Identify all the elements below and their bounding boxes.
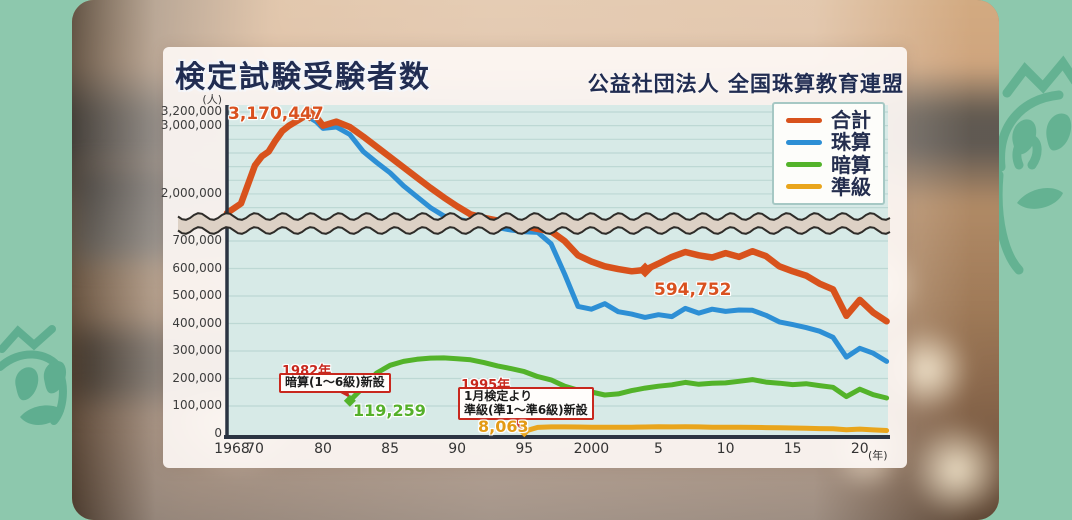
peak-value-callout: 3,170,447 xyxy=(228,104,302,124)
legend-label: 準級 xyxy=(831,177,871,197)
y-axis-tick: 200,000 xyxy=(132,371,222,385)
legend-item: 珠算 xyxy=(786,132,883,152)
junkyu-note-line2: 準級(準1〜準6級)新設 xyxy=(464,404,588,418)
junkyu-note-line1: 1月検定より xyxy=(464,390,588,404)
x-axis-tick: 2000 xyxy=(574,441,610,457)
junkyu-start-value-callout: 8,063 xyxy=(478,417,529,436)
legend-item: 合計 xyxy=(786,110,883,130)
junkyu-start-note-box: 1月検定より 準級(準1〜準6級)新設 xyxy=(458,387,594,420)
x-axis-tick: 15 xyxy=(784,441,802,457)
y-axis-tick: 2,000,000 xyxy=(132,186,222,200)
anzan-start-value-callout: 119,259 xyxy=(353,401,426,420)
legend-label: 珠算 xyxy=(831,132,871,152)
x-axis-tick: 10 xyxy=(717,441,735,457)
legend-line-swatch xyxy=(786,162,822,167)
legend-item: 準級 xyxy=(786,177,883,197)
x-axis-unit: (年) xyxy=(868,447,888,463)
y-axis-tick: 3,000,000 xyxy=(132,118,222,132)
legend-line-swatch xyxy=(786,184,822,189)
anzan-start-note-box: 暗算(1〜6級)新設 xyxy=(279,373,391,393)
y-axis-tick: 3,200,000 xyxy=(132,104,222,118)
y-axis-tick: 400,000 xyxy=(132,316,222,330)
legend-line-swatch xyxy=(786,140,822,145)
y-axis-tick: 700,000 xyxy=(132,233,222,247)
y-axis-tick: 0 xyxy=(132,426,222,440)
y-axis-tick: 600,000 xyxy=(132,261,222,275)
x-axis-tick: 80 xyxy=(314,441,332,457)
legend-line-swatch xyxy=(786,118,822,123)
x-axis-tick: 1968 xyxy=(214,441,250,457)
x-axis-tick: 70 xyxy=(246,441,264,457)
x-axis-tick: 20 xyxy=(851,441,869,457)
x-axis-tick: 85 xyxy=(381,441,399,457)
total-2004-value-callout: 594,752 xyxy=(654,280,731,300)
legend-label: 暗算 xyxy=(831,155,871,175)
chart-legend: 合計珠算暗算準級 xyxy=(772,102,885,205)
x-axis-tick: 90 xyxy=(448,441,466,457)
y-axis-tick: 100,000 xyxy=(132,398,222,412)
y-axis-tick: 500,000 xyxy=(132,288,222,302)
y-axis-tick: 300,000 xyxy=(132,343,222,357)
x-axis-tick: 5 xyxy=(654,441,663,457)
legend-item: 暗算 xyxy=(786,155,883,175)
x-axis-tick: 95 xyxy=(515,441,533,457)
legend-label: 合計 xyxy=(831,110,871,130)
broadcast-graphic: 検定試験受験者数 公益社団法人 全国珠算教育連盟 (人) (年) 3,200,0… xyxy=(0,0,1072,520)
